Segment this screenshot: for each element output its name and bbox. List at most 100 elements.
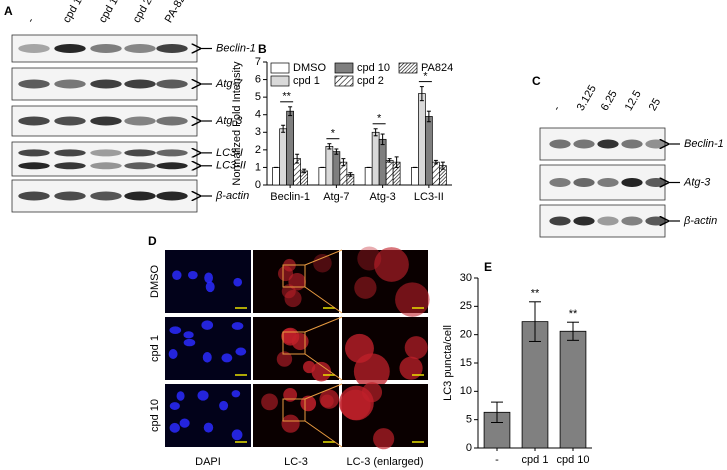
legend-swatch bbox=[334, 75, 354, 87]
band bbox=[573, 216, 595, 226]
nucleus bbox=[203, 422, 214, 433]
band bbox=[573, 139, 595, 149]
nucleus bbox=[188, 270, 198, 280]
cell bbox=[283, 387, 298, 402]
band-label: Atg-7 bbox=[215, 78, 243, 90]
band bbox=[549, 139, 571, 149]
band bbox=[549, 216, 571, 226]
band bbox=[645, 139, 667, 149]
bar bbox=[286, 110, 294, 186]
bar bbox=[385, 160, 394, 186]
panel-label: B bbox=[258, 42, 267, 56]
y-tick-label: 0 bbox=[255, 179, 261, 191]
annotation: * bbox=[331, 128, 336, 140]
nucleus bbox=[169, 402, 180, 410]
band-label: LC3-I bbox=[216, 147, 243, 159]
y-tick-label: 25 bbox=[460, 300, 472, 312]
nucleus bbox=[168, 349, 178, 359]
band bbox=[54, 162, 86, 170]
blot bbox=[11, 141, 198, 177]
y-tick-label: 6 bbox=[255, 73, 261, 85]
y-tick-label: 5 bbox=[466, 414, 472, 426]
panel-label: E bbox=[484, 260, 492, 274]
band bbox=[645, 216, 667, 226]
band-label: Atg-3 bbox=[683, 176, 711, 188]
y-tick-label: 1 bbox=[255, 161, 261, 173]
bar bbox=[425, 116, 433, 186]
cell bbox=[291, 333, 309, 351]
zoom-line bbox=[304, 249, 343, 266]
bar bbox=[279, 128, 287, 186]
legend-swatch bbox=[334, 62, 354, 74]
nucleus bbox=[197, 390, 209, 401]
lane-label: - bbox=[551, 103, 563, 112]
band bbox=[124, 162, 156, 170]
y-tick-label: 15 bbox=[460, 357, 472, 369]
band bbox=[597, 216, 619, 226]
row-label: cpd 10 bbox=[149, 399, 161, 432]
legend-swatch bbox=[270, 62, 290, 74]
nucleus bbox=[169, 326, 182, 334]
band bbox=[18, 116, 50, 126]
cell bbox=[319, 389, 339, 409]
band bbox=[18, 44, 50, 53]
band bbox=[124, 191, 156, 201]
zoom-line bbox=[304, 420, 343, 448]
band bbox=[124, 44, 156, 53]
nucleus bbox=[169, 422, 180, 433]
band-label: β-actin bbox=[683, 215, 717, 227]
nucleus bbox=[202, 352, 212, 363]
panel-label: A bbox=[4, 4, 13, 18]
annotation: ** bbox=[531, 288, 540, 300]
band bbox=[597, 139, 619, 149]
band-label: LC3-II bbox=[216, 160, 246, 172]
band bbox=[573, 178, 595, 187]
nucleus bbox=[183, 338, 196, 347]
band bbox=[90, 191, 122, 201]
annotation: ** bbox=[282, 91, 291, 103]
nucleus bbox=[183, 331, 194, 339]
legend-label: cpd 1 bbox=[293, 75, 320, 87]
bar bbox=[378, 138, 387, 186]
cell bbox=[261, 393, 278, 411]
cell bbox=[357, 246, 382, 271]
nucleus bbox=[204, 272, 214, 284]
band bbox=[156, 116, 188, 126]
x-tick-label: LC3-II bbox=[414, 191, 444, 203]
bar bbox=[432, 161, 440, 186]
cell bbox=[313, 253, 332, 273]
y-axis-label: Normalized Fold Intensity bbox=[231, 61, 243, 186]
lane-label: 3.125 bbox=[575, 83, 599, 113]
nucleus bbox=[235, 347, 247, 356]
band bbox=[54, 116, 86, 126]
band-label: β-actin bbox=[215, 190, 249, 202]
bar bbox=[371, 131, 380, 186]
zoom-line bbox=[304, 286, 343, 314]
cell bbox=[339, 385, 374, 421]
annotation: * bbox=[377, 113, 382, 125]
cell bbox=[354, 276, 377, 299]
lane-label: cpd 2 bbox=[131, 0, 155, 25]
legend-swatch bbox=[270, 75, 290, 87]
x-tick-label: Beclin-1 bbox=[270, 191, 310, 203]
nucleus bbox=[176, 391, 185, 401]
band bbox=[621, 178, 643, 187]
lane-label: - bbox=[25, 15, 37, 24]
cell bbox=[404, 336, 428, 360]
band bbox=[124, 149, 156, 157]
bar bbox=[418, 93, 426, 186]
bar bbox=[318, 167, 327, 186]
y-axis-label: LC3 puncta/cell bbox=[442, 325, 454, 401]
band bbox=[18, 79, 50, 89]
x-tick-label: Atg-3 bbox=[369, 191, 395, 203]
y-tick-label: 2 bbox=[255, 144, 261, 156]
nucleus bbox=[231, 429, 243, 441]
cell bbox=[345, 333, 374, 363]
legend-swatch bbox=[398, 62, 418, 74]
y-tick-label: 30 bbox=[460, 272, 472, 284]
annotation: * bbox=[423, 71, 428, 83]
x-tick-label: cpd 1 bbox=[522, 454, 549, 466]
band bbox=[156, 44, 188, 53]
band bbox=[90, 149, 122, 157]
